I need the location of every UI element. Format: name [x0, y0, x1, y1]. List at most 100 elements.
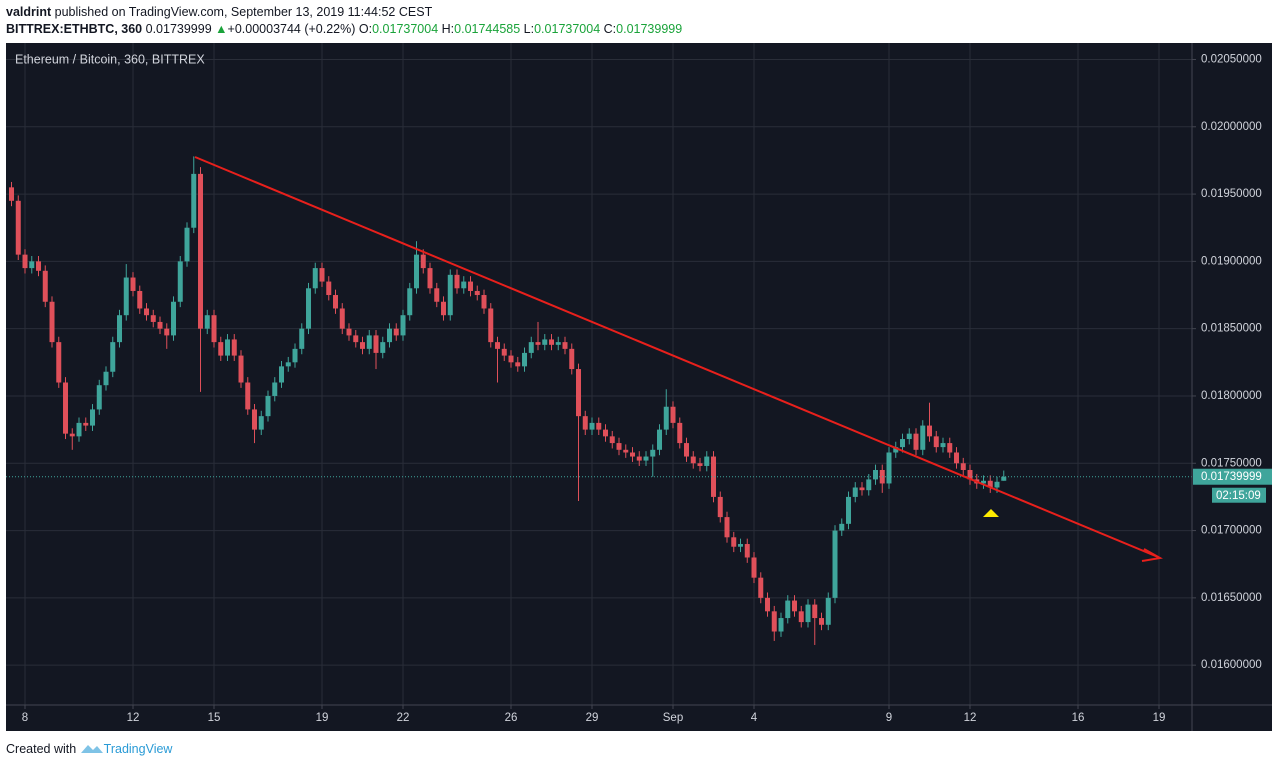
x-tick-label: 29	[586, 712, 599, 724]
candle-body	[819, 618, 825, 625]
candle-body	[171, 301, 177, 336]
x-tick-label: 12	[127, 712, 140, 724]
ohlc-value: 0.01739999	[616, 22, 683, 36]
y-tick-label: 0.01950000	[1201, 188, 1262, 200]
candle-body	[603, 429, 609, 437]
candle-body	[798, 611, 804, 623]
candle-body	[211, 315, 217, 343]
candle-body	[522, 352, 528, 367]
y-tick-label: 0.01800000	[1201, 390, 1262, 402]
ohlc-value: 0.01737004	[372, 22, 439, 36]
candle-body	[609, 436, 615, 444]
x-tick-label: 19	[316, 712, 329, 724]
candle-body	[434, 288, 440, 302]
candle-body	[994, 481, 1000, 488]
candle-body	[569, 348, 575, 370]
candle-body	[110, 342, 116, 372]
candle-body	[164, 328, 170, 336]
candle-body	[123, 277, 129, 316]
candle-body	[454, 274, 460, 289]
up-arrow: ▲	[215, 22, 228, 36]
candle-body	[501, 348, 507, 356]
candle-body	[778, 618, 784, 632]
candles	[6, 156, 1192, 645]
candle-body	[83, 422, 89, 426]
chart: Ethereum / Bitcoin, 360, BITTREX 0.01600…	[6, 43, 1272, 731]
candle-body	[285, 362, 291, 367]
candle-body	[150, 315, 156, 322]
candle-body	[873, 469, 879, 480]
candle-body	[292, 348, 298, 363]
candle-body	[866, 479, 872, 491]
y-tick-label: 0.02050000	[1201, 54, 1262, 66]
candle-body	[252, 409, 258, 430]
candle-body	[832, 530, 838, 598]
candle-body	[76, 422, 82, 437]
candle-body	[792, 600, 798, 612]
candle-body	[967, 469, 973, 480]
candle-body	[468, 281, 474, 291]
brand: TradingView	[103, 742, 173, 756]
candle-body	[717, 496, 723, 518]
candle-body	[751, 557, 757, 578]
candle-body	[697, 463, 703, 466]
candle-body	[157, 321, 163, 329]
candle-body	[29, 261, 35, 269]
candle-body	[447, 274, 453, 316]
y-tick-label: 0.01850000	[1201, 323, 1262, 335]
candle-body	[481, 295, 487, 309]
candle-body	[191, 173, 197, 228]
candle-body	[528, 342, 534, 353]
y-tick-label: 0.01600000	[1201, 659, 1262, 671]
candle-body	[184, 227, 190, 262]
axes: 0.01600000 0.01650000 0.01700000 0.01750000…	[22, 54, 1272, 724]
candle-body	[312, 268, 318, 289]
candle-body	[576, 369, 582, 417]
candle-body	[846, 496, 852, 524]
price-tag-label: 0.01739999	[1201, 471, 1262, 483]
candle-body	[839, 523, 845, 531]
candle-body	[933, 436, 939, 448]
candle-body	[265, 395, 271, 417]
candle-body	[765, 597, 771, 612]
chart-title: Ethereum / Bitcoin, 360, BITTREX	[15, 52, 205, 66]
x-tick-label: 15	[208, 712, 221, 724]
candle-body	[954, 452, 960, 464]
candle-body	[387, 328, 393, 343]
footer: Created with TradingView	[6, 742, 172, 756]
candle-body	[306, 288, 312, 329]
candle-body	[852, 487, 858, 497]
x-tick-label: 16	[1072, 712, 1085, 724]
candle-body	[542, 339, 548, 345]
countdown-tag	[1212, 487, 1266, 503]
candle-body	[630, 452, 636, 457]
y-tick-label: 0.01750000	[1201, 457, 1262, 469]
symbol: BITTREX:ETHBTC, 360	[6, 22, 143, 36]
candle-body	[616, 443, 622, 450]
candle-body	[346, 328, 352, 336]
candle-body	[49, 301, 55, 343]
y-tick-label: 0.02000000	[1201, 121, 1262, 133]
candle-body	[177, 261, 183, 302]
ohlc-label: O:	[358, 22, 373, 36]
candle-body	[704, 456, 710, 466]
x-tick-label: 19	[1153, 712, 1166, 724]
candle-body	[987, 480, 993, 488]
candle-body	[22, 254, 28, 269]
candle-body	[420, 254, 426, 269]
grid	[6, 43, 1192, 705]
candle-body	[258, 416, 264, 430]
candle-body	[130, 277, 136, 291]
candle-body	[981, 480, 987, 484]
x-tick-label: 8	[22, 712, 28, 724]
candle-body	[940, 443, 946, 448]
candle-body	[245, 382, 251, 410]
candle-body	[825, 597, 831, 625]
x-tick-label: 4	[751, 712, 758, 724]
candle-body	[711, 456, 717, 497]
chart-background	[6, 43, 1272, 731]
trend-line	[194, 156, 1159, 558]
candle-body	[373, 335, 379, 353]
candle-body	[535, 342, 541, 345]
